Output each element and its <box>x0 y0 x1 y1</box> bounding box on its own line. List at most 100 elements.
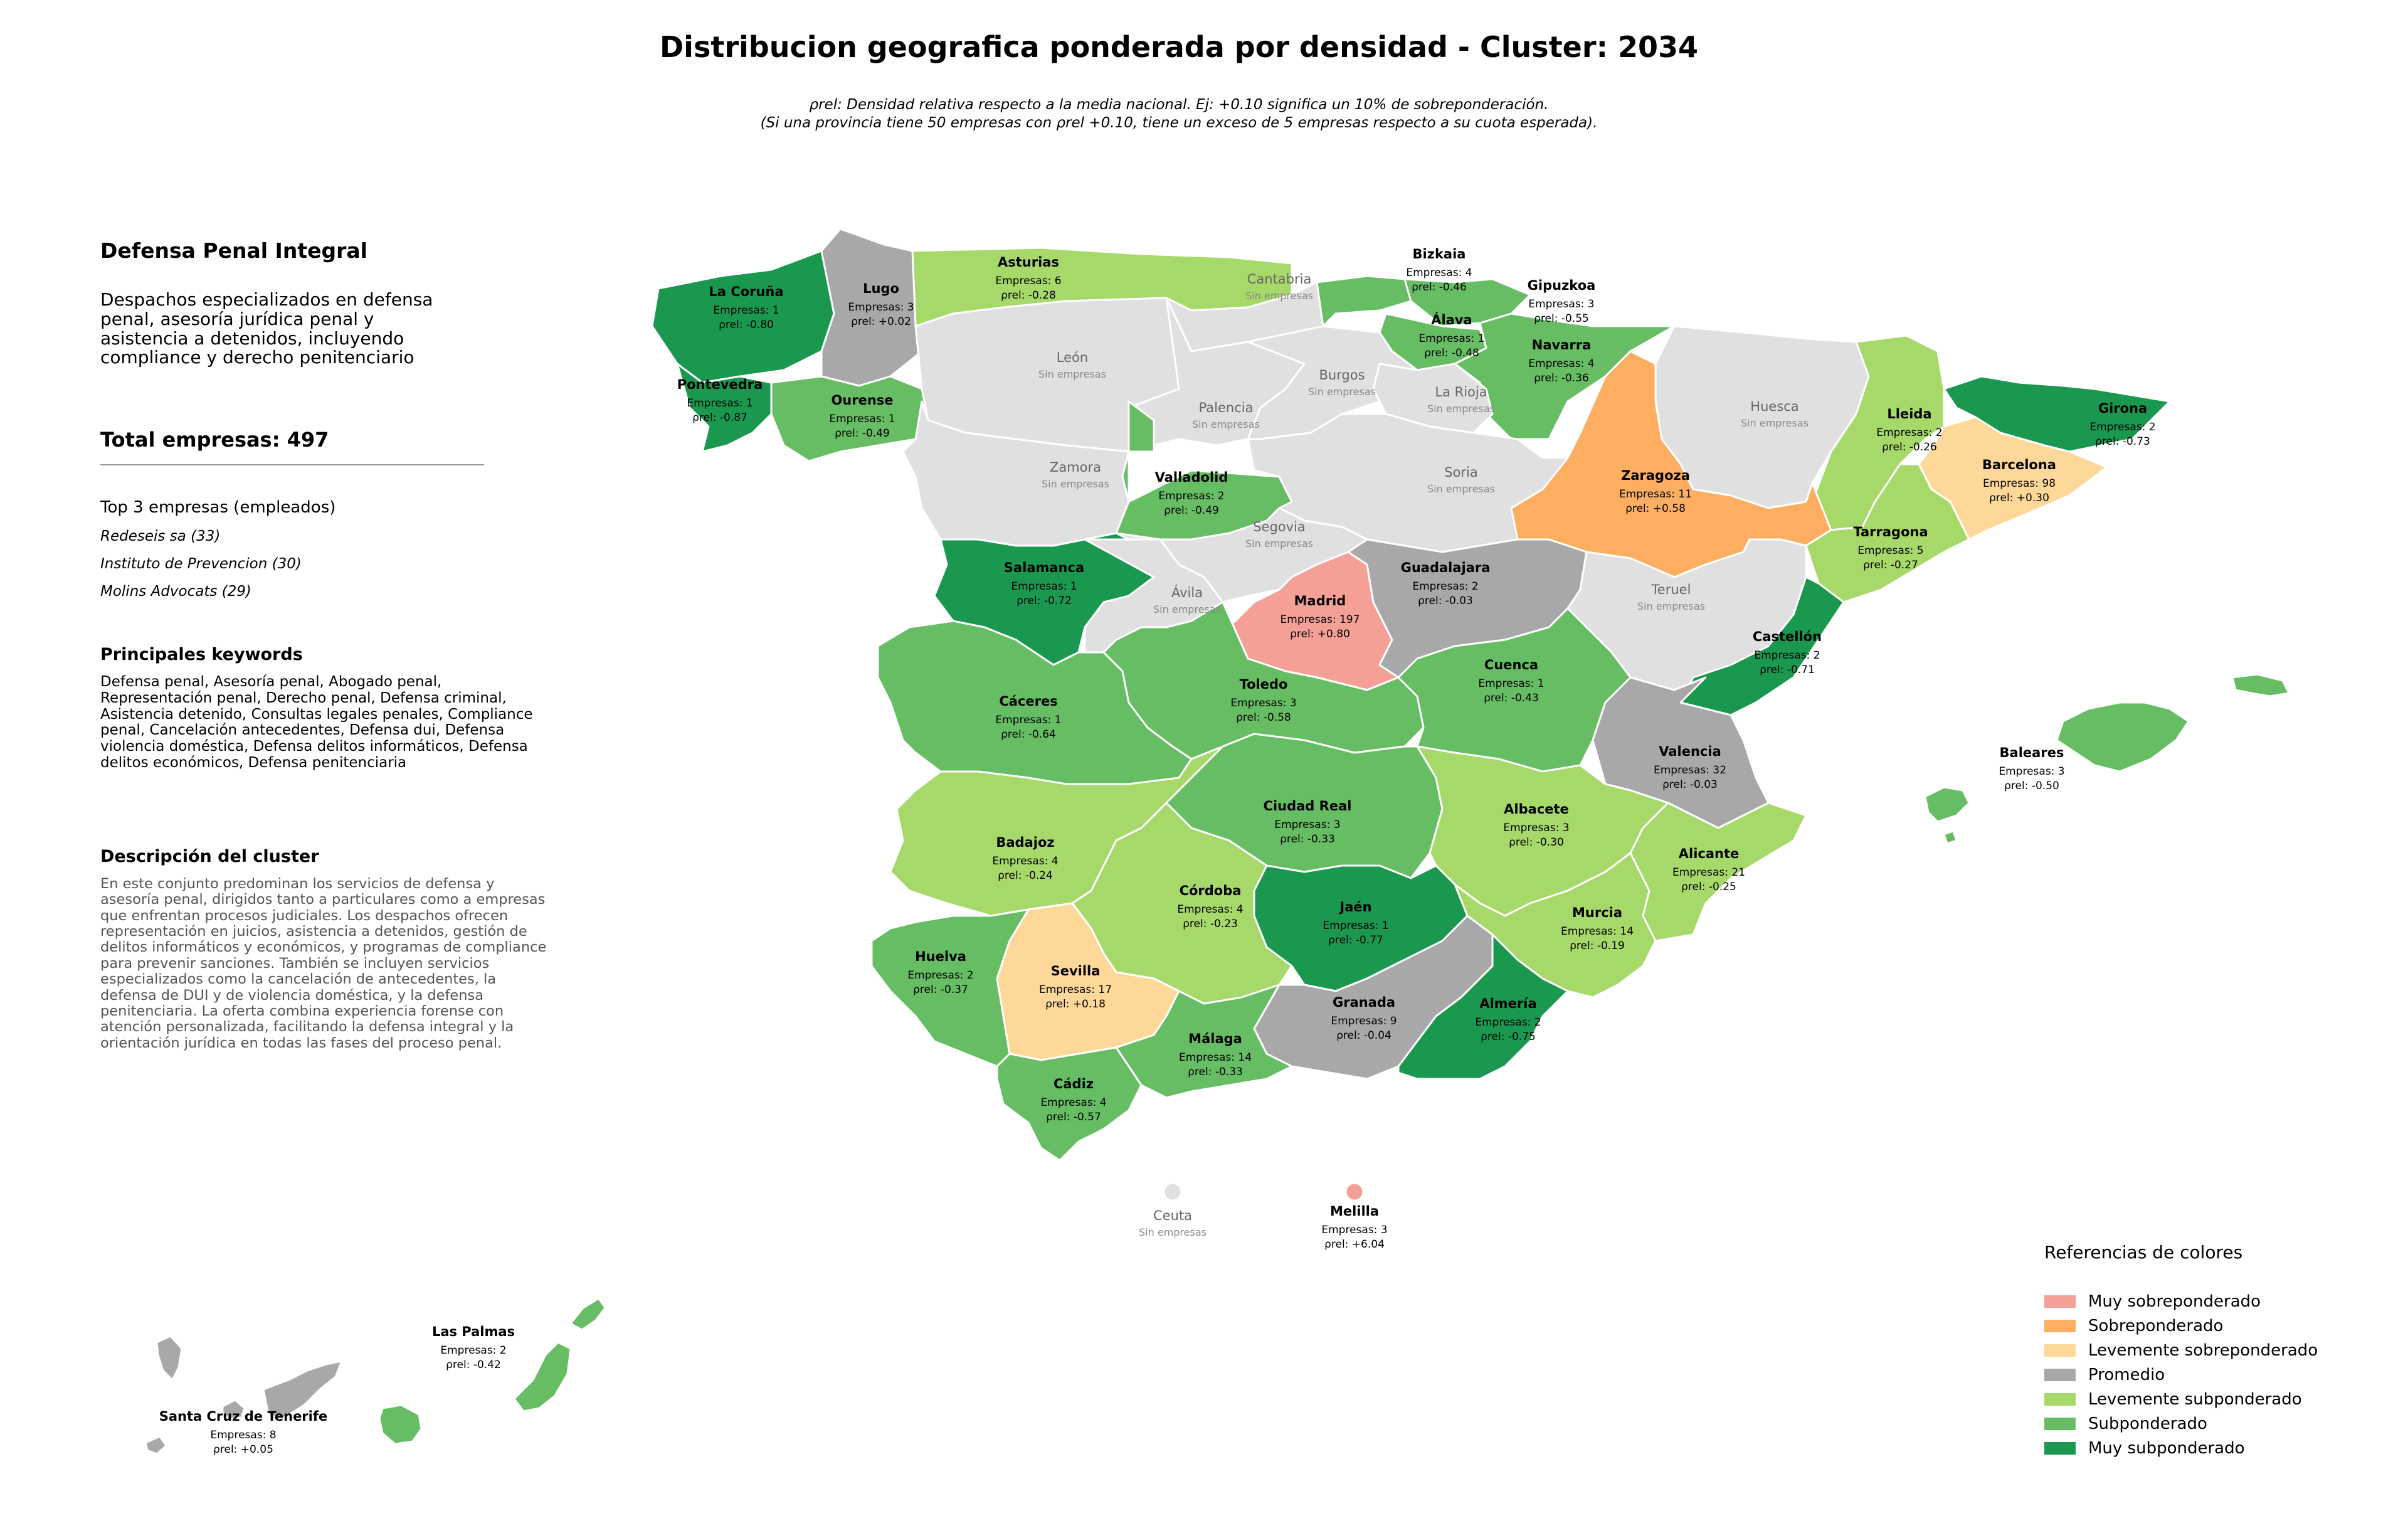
province-rho: ρrel: -0.26 <box>1882 441 1937 454</box>
legend-item: Subponderado <box>2044 1411 2318 1436</box>
province-region <box>513 1341 572 1413</box>
province-rho: ρrel: +0.02 <box>851 316 911 328</box>
province-rho: ρrel: +0.80 <box>1290 628 1350 640</box>
province-count: Empresas: 3 <box>1528 298 1594 310</box>
density-note-line-2: (Si una provincia tiene 50 empresas con … <box>760 115 1598 131</box>
province-region <box>1247 413 1569 553</box>
province-name: Palencia <box>1199 400 1254 415</box>
province-name: Zamora <box>1050 460 1101 475</box>
province-region <box>262 1360 343 1420</box>
legend-swatch <box>2044 1368 2076 1381</box>
total-companies: Total empresas: 497 <box>100 428 329 452</box>
province-rho: ρrel: -0.19 <box>1570 940 1625 952</box>
province-rho: ρrel: -0.72 <box>1017 595 1072 607</box>
province-name: Valladolid <box>1155 470 1228 485</box>
legend-item: Sobreponderado <box>2044 1313 2318 1338</box>
legend-swatch <box>2044 1417 2076 1430</box>
province-name: Bizkaia <box>1413 247 1466 262</box>
province-region <box>1372 363 1494 434</box>
color-legend: Referencias de colores Muy sobreponderad… <box>2044 1242 2318 1460</box>
province-count: Empresas: 197 <box>1281 613 1360 626</box>
province-rho: ρrel: -0.73 <box>2095 435 2150 448</box>
province-count: Empresas: 3 <box>1230 697 1296 709</box>
legend-label: Muy subponderado <box>2088 1438 2245 1458</box>
keywords-text: Defensa penal, Asesoría penal, Abogado p… <box>100 674 533 771</box>
province-name: Murcia <box>1572 905 1622 920</box>
province-rho: ρrel: -0.46 <box>1412 281 1467 294</box>
province-count: Empresas: 2 <box>1876 427 1942 439</box>
province-name: Navarra <box>1532 337 1592 353</box>
province-name: Madrid <box>1294 593 1346 608</box>
province-rho: ρrel: -0.43 <box>1484 692 1539 704</box>
province-rho: ρrel: -0.23 <box>1183 918 1238 930</box>
province-region <box>1943 830 1958 845</box>
province-empty-label: Sin empresas <box>1153 603 1221 615</box>
legend-label: Levemente subponderado <box>2088 1389 2302 1409</box>
province-name: Córdoba <box>1180 883 1242 898</box>
province-region <box>1924 786 1970 823</box>
province-count: Empresas: 2 <box>1754 649 1820 662</box>
province-rho: ρrel: -0.57 <box>1046 1111 1101 1123</box>
province-name: Cáceres <box>999 694 1057 709</box>
province-name: Sevilla <box>1051 963 1101 979</box>
province-rho: ρrel: -0.49 <box>1164 504 1219 517</box>
legend-swatch <box>2044 1393 2076 1406</box>
province-name: Asturias <box>998 255 1059 270</box>
province-region <box>221 1399 246 1420</box>
province-name: Zaragoza <box>1621 468 1690 483</box>
province-name: Cuenca <box>1484 657 1538 672</box>
province-count: Empresas: 1 <box>995 714 1061 726</box>
province-name: Santa Cruz de Tenerife <box>159 1409 328 1424</box>
province-region <box>676 363 773 453</box>
province-name: Alicante <box>1679 846 1740 861</box>
province-rho: ρrel: -0.33 <box>1188 1066 1243 1078</box>
province-rho: ρrel: -0.24 <box>998 869 1053 882</box>
province-count: Empresas: 98 <box>1983 477 2056 490</box>
province-name: Salamanca <box>1004 560 1084 575</box>
top-company-2: Instituto de Prevencion (30) <box>100 556 302 573</box>
province-count: Empresas: 2 <box>1475 1016 1541 1029</box>
province-count: Empresas: 3 <box>1503 822 1569 834</box>
city-marker <box>1344 1182 1365 1202</box>
legend-item: Levemente sobreponderado <box>2044 1338 2318 1362</box>
province-name: Huesca <box>1750 399 1798 414</box>
province-rho: ρrel: +6.04 <box>1324 1238 1385 1251</box>
province-rho: ρrel: -0.03 <box>1418 595 1473 607</box>
cluster-name: Defensa Penal Integral <box>100 238 367 263</box>
province-region <box>820 228 923 387</box>
province-empty-label: Sin empresas <box>1308 386 1376 398</box>
province-rho: ρrel: -0.55 <box>1534 312 1589 325</box>
province-name: La Rioja <box>1435 385 1487 400</box>
province-rho: ρrel: -0.37 <box>913 984 968 996</box>
province-rho: ρrel: -0.80 <box>719 319 774 331</box>
province-name: Ourense <box>831 393 893 408</box>
legend-item: Promedio <box>2044 1362 2318 1387</box>
province-name: Toledo <box>1240 677 1288 692</box>
province-count: Empresas: 1 <box>1011 580 1077 593</box>
province-rho: ρrel: -0.28 <box>1001 289 1056 302</box>
legend-swatch <box>2044 1344 2076 1357</box>
province-rho: ρrel: -0.77 <box>1328 934 1383 947</box>
legend-label: Promedio <box>2088 1365 2165 1384</box>
legend-swatch <box>2044 1319 2076 1332</box>
province-count: Empresas: 1 <box>1323 920 1388 932</box>
legend-label: Subponderado <box>2088 1414 2207 1433</box>
description-text: En este conjunto predominan los servicio… <box>100 875 547 1051</box>
province-name: Soria <box>1444 465 1478 480</box>
province-rho: ρrel: -0.75 <box>1481 1031 1536 1043</box>
province-name: Jaén <box>1338 899 1371 915</box>
province-name: Valencia <box>1659 744 1721 759</box>
province-name: Badajoz <box>996 835 1054 850</box>
province-name: Ciudad Real <box>1264 798 1352 814</box>
legend-swatch <box>2044 1295 2076 1308</box>
province-rho: ρrel: -0.87 <box>692 411 747 424</box>
province-count: Empresas: 1 <box>1418 332 1484 345</box>
province-name: León <box>1057 350 1088 365</box>
province-name: Lleida <box>1887 406 1931 422</box>
province-count: Empresas: 4 <box>1406 267 1472 279</box>
province-name: Albacete <box>1504 802 1569 817</box>
province-count: Empresas: 4 <box>992 855 1058 867</box>
province-count: Empresas: 3 <box>1321 1224 1387 1236</box>
province-rho: ρrel: -0.48 <box>1424 347 1479 359</box>
